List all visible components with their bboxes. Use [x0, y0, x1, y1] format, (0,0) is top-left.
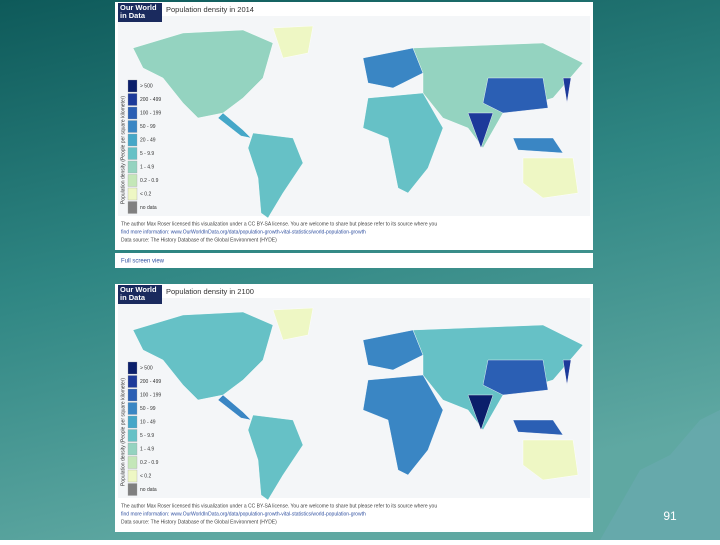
legend-swatch	[127, 79, 138, 93]
logo-box	[118, 3, 162, 22]
credit-line: find more information: www.OurWorldInDat…	[121, 511, 366, 517]
africa	[362, 374, 444, 476]
legend-swatch	[127, 415, 138, 429]
legend-swatch	[127, 147, 138, 160]
iceberg	[600, 410, 720, 540]
legend-swatch	[127, 160, 138, 174]
legend-label: 50 - 99	[140, 124, 156, 130]
greenland	[272, 25, 314, 59]
legend-title: Population density (People per square ki…	[120, 378, 126, 486]
legend-swatch	[127, 187, 138, 201]
japan	[562, 359, 572, 386]
australia	[522, 157, 579, 199]
credit-line: Data source: The History Database of the…	[121, 237, 277, 243]
legend-swatch	[127, 402, 138, 415]
map-title: Population density in 2100	[166, 287, 254, 296]
world-map	[132, 307, 584, 501]
australia	[522, 439, 579, 481]
legend-swatch	[127, 483, 138, 496]
legend-label: 50 - 99	[140, 406, 156, 412]
link-bar	[115, 253, 593, 268]
europe	[362, 47, 424, 89]
india	[467, 112, 494, 149]
legend-swatch	[127, 361, 138, 375]
legend-label: < 0.2	[140, 473, 151, 479]
full-screen-link[interactable]: Full screen view	[121, 259, 165, 265]
legend-swatch	[127, 442, 138, 456]
central-america	[217, 112, 252, 139]
logo-text: in Data	[120, 11, 146, 20]
page-number: 91	[663, 509, 677, 523]
legend-swatch	[127, 388, 138, 402]
southeast-asia	[512, 137, 564, 154]
legend-label: no data	[140, 205, 157, 211]
china	[482, 359, 549, 396]
legend-label: 5 - 9.9	[140, 151, 154, 157]
china	[482, 77, 549, 114]
legend-label: < 0.2	[140, 191, 151, 197]
legend-label: 20 - 49	[140, 137, 156, 143]
legend-label: 100 - 199	[140, 110, 161, 116]
greenland	[272, 307, 314, 341]
legend-label: 200 - 499	[140, 379, 161, 385]
japan	[562, 77, 572, 104]
legend-label: 0.2 - 0.9	[140, 460, 159, 466]
southeast-asia	[512, 419, 564, 436]
europe	[362, 329, 424, 371]
legend-label: 5 - 9.9	[140, 433, 154, 439]
logo-text: Our World	[120, 285, 157, 294]
legend-label: > 500	[140, 365, 153, 371]
logo-text: in Data	[120, 293, 146, 302]
legend-label: 10 - 49	[140, 419, 156, 425]
credit-line: The author Max Roser licensed this visua…	[121, 221, 437, 227]
legend-swatch	[127, 120, 138, 133]
south-america	[247, 414, 304, 501]
central-america	[217, 394, 252, 421]
legend-swatch	[127, 456, 138, 469]
legend-swatch	[127, 375, 138, 388]
legend-swatch	[127, 174, 138, 187]
legend-swatch	[127, 201, 138, 214]
legend-swatch	[127, 93, 138, 106]
india	[467, 394, 494, 431]
legend-label: 1 - 4.9	[140, 164, 154, 170]
legend-label: no data	[140, 487, 157, 493]
world-map	[132, 25, 584, 219]
legend-swatch	[127, 133, 138, 147]
legend-title: Population density (People per square ki…	[120, 96, 126, 204]
north-america	[132, 311, 274, 401]
credit-line: find more information: www.OurWorldInDat…	[121, 229, 366, 235]
legend-label: > 500	[140, 83, 153, 89]
africa	[362, 92, 444, 194]
legend-label: 100 - 199	[140, 392, 161, 398]
credit-line: Data source: The History Database of the…	[121, 519, 277, 525]
north-america	[132, 29, 274, 119]
map-title: Population density in 2014	[166, 5, 254, 14]
logo-text: Our World	[120, 3, 157, 12]
south-america	[247, 132, 304, 219]
legend-label: 200 - 499	[140, 97, 161, 103]
legend-swatch	[127, 429, 138, 442]
legend-swatch	[127, 469, 138, 483]
legend-label: 0.2 - 0.9	[140, 178, 159, 184]
credit-line: The author Max Roser licensed this visua…	[121, 503, 437, 509]
legend-swatch	[127, 106, 138, 120]
legend-label: 1 - 4.9	[140, 446, 154, 452]
logo-box	[118, 285, 162, 304]
